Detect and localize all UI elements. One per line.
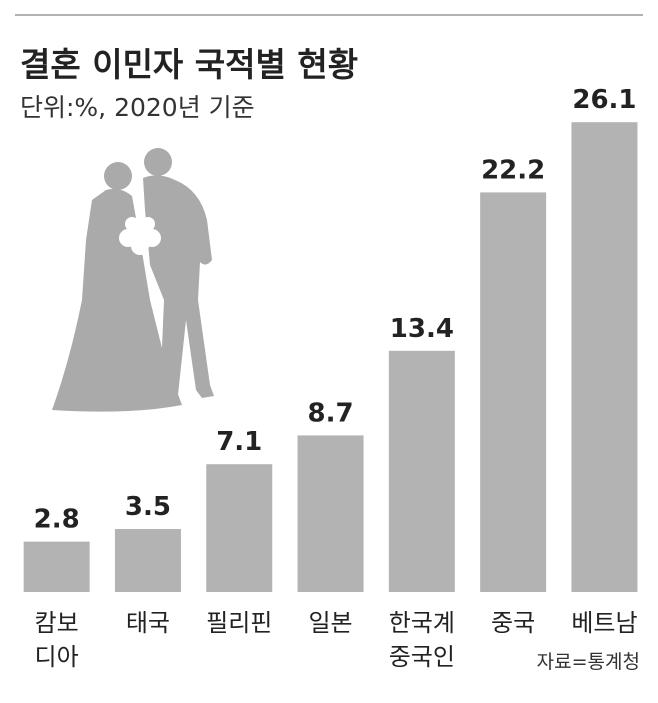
chart-title: 결혼 이민자 국적별 현황 (20, 45, 358, 84)
x-tick-label: 필리핀 (206, 609, 273, 637)
value-label: 22.2 (481, 155, 545, 185)
bar (23, 541, 90, 592)
x-tick-label: 일본 (308, 609, 353, 637)
bouquet (119, 217, 161, 255)
couple-silhouette (52, 148, 214, 412)
bar (297, 435, 364, 592)
x-tick-label: 캄보 디아 (34, 609, 79, 671)
source: 자료=통계청 (537, 651, 640, 673)
value-label: 8.7 (308, 398, 354, 428)
x-tick-label: 베트남 (571, 609, 638, 637)
x-tick-label: 한국계 중국인 (388, 609, 455, 671)
bar (480, 192, 547, 592)
value-label: 3.5 (125, 492, 171, 522)
value-label: 13.4 (390, 314, 454, 344)
bar (206, 464, 273, 592)
x-tick-label: 태국 (125, 609, 171, 637)
bar (571, 122, 638, 592)
bar (388, 350, 455, 592)
bar (114, 529, 181, 592)
value-label: 7.1 (216, 427, 262, 457)
x-tick-label: 중국 (491, 609, 536, 637)
chart-subtitle: 단위:%, 2020년 기준 (20, 93, 255, 122)
value-label: 26.1 (572, 85, 636, 115)
value-label: 2.8 (34, 505, 80, 535)
